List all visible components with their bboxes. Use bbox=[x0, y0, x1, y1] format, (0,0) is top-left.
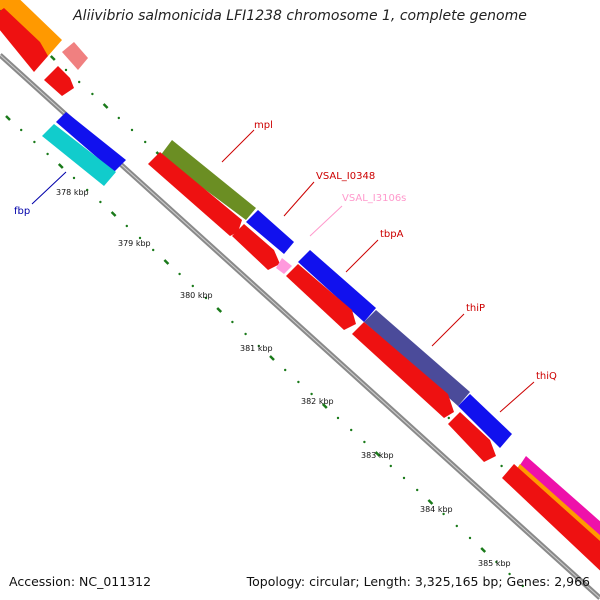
tick-mark bbox=[20, 128, 23, 132]
scale-labels: 378 kbp 379 kbp 380 kbp 381 kbp 382 kbp … bbox=[56, 188, 511, 568]
gene-labels: mpl VSAL_I0348 VSAL_I3106s tbpA thiP thi… bbox=[14, 120, 557, 382]
tick-mark bbox=[231, 320, 234, 324]
tick-mark bbox=[468, 536, 472, 540]
gene-label-vsal3106s[interactable]: VSAL_I3106s bbox=[342, 193, 406, 204]
tick-mark bbox=[204, 296, 208, 300]
tick-mark bbox=[110, 211, 117, 217]
feature-red-3[interactable] bbox=[148, 152, 242, 236]
tick-mark bbox=[86, 188, 89, 192]
feature-slate-thiP[interactable] bbox=[364, 310, 470, 406]
tick-rails bbox=[0, 8, 596, 588]
tick-mark bbox=[138, 236, 142, 240]
feature-red-4[interactable] bbox=[232, 224, 280, 270]
tick-mark bbox=[244, 332, 247, 336]
tick-mark bbox=[57, 163, 64, 169]
feature-red-7[interactable] bbox=[448, 412, 496, 462]
feature-orange-1[interactable] bbox=[0, 0, 62, 56]
tick-mark bbox=[99, 200, 102, 204]
accession-text: Accession: NC_011312 bbox=[9, 574, 152, 589]
tick-mark bbox=[91, 92, 94, 96]
tick-mark bbox=[64, 68, 68, 72]
tick-mark bbox=[374, 451, 381, 457]
tick-mark bbox=[363, 440, 366, 444]
tick-mark bbox=[310, 392, 313, 396]
scale-label: 383 kbp bbox=[361, 451, 394, 460]
scale-label: 380 kbp bbox=[180, 291, 213, 300]
tick-mark bbox=[216, 307, 223, 313]
scale-label: 381 kbp bbox=[240, 344, 273, 353]
tick-mark bbox=[46, 152, 49, 156]
feature-red-1[interactable] bbox=[0, 8, 48, 72]
tick-mark bbox=[427, 499, 434, 505]
tick-mark bbox=[495, 560, 498, 564]
tick-mark bbox=[350, 428, 353, 432]
feature-red-6[interactable] bbox=[352, 322, 454, 418]
tick-mark bbox=[152, 248, 155, 252]
feature-red-2[interactable] bbox=[44, 66, 74, 96]
tick-mark bbox=[49, 55, 56, 61]
gene-label-tbpA[interactable]: tbpA bbox=[380, 229, 404, 240]
tick-mark bbox=[117, 116, 121, 120]
label-leaders bbox=[31, 129, 535, 413]
tick-mark bbox=[480, 547, 487, 553]
tick-mark bbox=[416, 488, 419, 492]
map-title: Aliivibrio salmonicida LFI1238 chromosom… bbox=[73, 8, 527, 24]
tick-mark bbox=[257, 344, 260, 348]
gene-label-vsal0348[interactable]: VSAL_I0348 bbox=[316, 171, 375, 182]
feature-pink-vsal3106s[interactable] bbox=[276, 258, 292, 274]
tick-mark bbox=[72, 176, 76, 180]
feature-cyan-1[interactable] bbox=[42, 124, 116, 186]
tick-mark bbox=[447, 416, 450, 420]
feature-red-5[interactable] bbox=[286, 264, 356, 330]
feature-blue-fbp[interactable] bbox=[56, 112, 126, 172]
feature-blue-vsal0348[interactable] bbox=[246, 210, 294, 254]
scale-label: 378 kbp bbox=[56, 188, 89, 197]
tick-mark bbox=[125, 224, 128, 228]
feature-blue-tbpA[interactable] bbox=[298, 250, 376, 322]
summary-text: Topology: circular; Length: 3,325,165 bp… bbox=[246, 574, 590, 589]
tick-mark bbox=[321, 403, 328, 409]
feature-salmon-1[interactable] bbox=[62, 42, 88, 70]
scale-label: 379 kbp bbox=[118, 239, 151, 248]
tick-mark bbox=[402, 476, 406, 480]
tick-mark bbox=[78, 80, 81, 84]
gene-label-mpl[interactable]: mpl bbox=[254, 120, 273, 131]
feature-blue-thiQ[interactable] bbox=[458, 394, 512, 448]
tick-mark bbox=[389, 464, 392, 468]
tick-mark bbox=[163, 259, 170, 265]
tick-mark bbox=[508, 572, 511, 576]
scale-label: 382 kbp bbox=[301, 397, 334, 406]
gene-label-thiP[interactable]: thiP bbox=[466, 303, 485, 314]
tick-mark bbox=[336, 416, 340, 420]
tick-mark bbox=[521, 584, 524, 588]
tick-mark bbox=[5, 115, 11, 121]
tick-mark bbox=[102, 103, 109, 109]
scale-label: 384 kbp bbox=[420, 505, 453, 514]
gene-label-fbp[interactable]: fbp bbox=[14, 206, 30, 217]
gene-label-thiQ[interactable]: thiQ bbox=[536, 371, 557, 382]
tick-mark bbox=[33, 140, 36, 144]
tick-mark bbox=[455, 524, 458, 528]
scale-label: 385 kbp bbox=[478, 559, 511, 568]
tick-mark bbox=[500, 464, 503, 468]
tick-mark bbox=[284, 368, 287, 372]
tick-mark bbox=[191, 284, 194, 288]
tick-mark bbox=[442, 512, 445, 516]
tick-mark bbox=[144, 140, 147, 144]
tick-mark bbox=[269, 355, 275, 361]
tick-mark bbox=[297, 380, 300, 384]
tick-mark bbox=[130, 128, 134, 132]
tick-mark bbox=[178, 272, 181, 276]
feature-olive-mpl[interactable] bbox=[160, 140, 256, 220]
feature-red-8[interactable] bbox=[502, 464, 600, 580]
